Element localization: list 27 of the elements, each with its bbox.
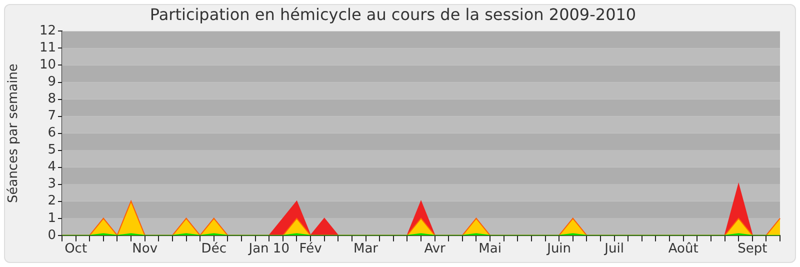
x-tick-label: Avr	[424, 242, 446, 257]
x-tick-label: Oct	[64, 242, 88, 257]
x-tick-label: Jan 10	[248, 242, 290, 257]
y-tick-label: 2	[48, 194, 56, 209]
y-tick-label: 6	[48, 126, 56, 141]
x-tick-label: Mar	[354, 242, 379, 257]
y-tick-label: 11	[39, 40, 56, 56]
y-tick-label: 3	[48, 176, 56, 192]
y-tick-label: 0	[48, 228, 56, 243]
y-tick-label: 7	[48, 108, 56, 124]
y-tick-label: 10	[39, 58, 56, 73]
x-tick-label: Août	[668, 242, 698, 257]
y-tick-label: 8	[48, 92, 56, 107]
y-axis-title: Séances par semaine	[6, 64, 22, 204]
x-tick-label: Déc	[201, 242, 226, 257]
y-tick-label: 1	[48, 210, 56, 226]
y-tick-label: 4	[48, 160, 56, 175]
x-tick-label: Fév	[299, 242, 322, 257]
x-tick-label: Nov	[132, 242, 158, 257]
x-tick-label: Juil	[604, 242, 624, 257]
y-tick-label: 5	[48, 142, 56, 158]
y-tick-label: 12	[39, 24, 56, 39]
x-tick-label: Sept	[738, 242, 768, 257]
y-tick-label: 9	[48, 74, 56, 90]
x-tick-label: Juin	[546, 242, 572, 257]
x-tick-label: Mai	[478, 242, 502, 257]
chart-title: Participation en hémicycle au cours de la session 2009-2010	[150, 4, 636, 24]
